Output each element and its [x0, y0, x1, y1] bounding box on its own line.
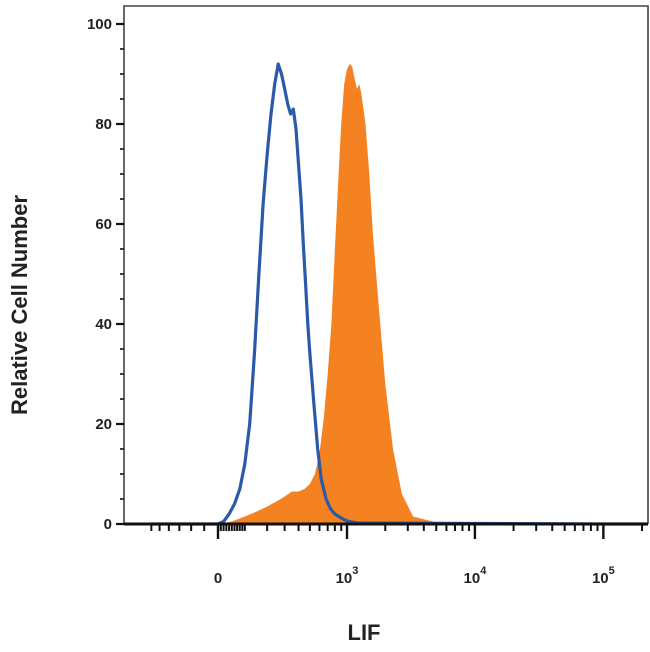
x-tick-label: 0 — [214, 570, 222, 587]
y-tick-label: 40 — [95, 316, 112, 333]
plot-frame — [123, 5, 649, 524]
x-tick-label: 103 — [336, 565, 359, 587]
axes: 0 20 40 60 80 100 0 103 104 105 — [87, 5, 649, 587]
series-0-area — [151, 64, 649, 524]
x-axis-title: LIF — [348, 620, 381, 645]
y-tick-label: 0 — [104, 516, 112, 533]
y-tick-label: 60 — [95, 216, 112, 233]
y-tick-label: 100 — [87, 16, 112, 33]
x-tick-label: 104 — [464, 565, 488, 587]
plot-area — [151, 62, 649, 526]
y-tick-label: 80 — [95, 116, 112, 133]
x-tick-label: 105 — [592, 565, 615, 587]
series-1-line — [151, 62, 648, 526]
y-tick-label: 20 — [95, 416, 112, 433]
y-axis-title: Relative Cell Number — [7, 195, 32, 416]
